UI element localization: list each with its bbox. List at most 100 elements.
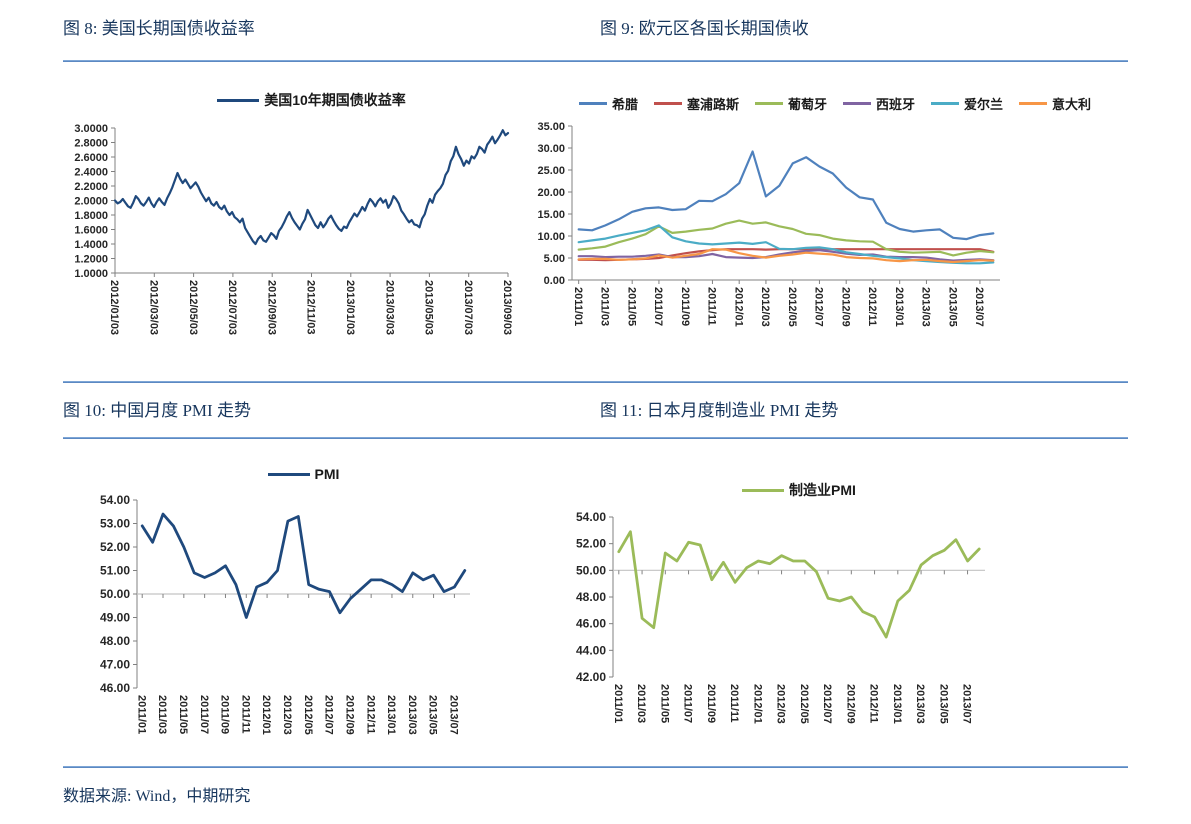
legend-item: 西班牙 [843,94,915,113]
divider-footer [63,766,1128,768]
x-tick-label: 2012/09 [343,695,355,735]
figure-10-title: 图 10: 中国月度 PMI 走势 [63,401,251,420]
y-tick-label: 50.00 [576,563,606,577]
chart-china-pmi-block: PMI 54.00 53.00 52.00 51.00 50.00 49.00 48.00 4… [63,460,503,760]
y-tick-label: 48.00 [100,634,130,648]
divider-top [63,60,1128,62]
legend-line-swatch [267,472,310,476]
x-tick-label: 2013/03 [920,287,932,327]
series-line-制造业PMI [617,530,981,639]
x-tick-label: 2011/07 [198,695,210,734]
y-tick-label: 1.6000 [74,225,108,237]
legend-item: PMI [267,466,340,482]
y-tick-label: 10.00 [537,231,565,243]
y-tick-label: 47.00 [100,658,130,672]
chart-eurozone-plot: 35.00 30.00 25.00 20.00 15.00 10.00 5.00 0.00 20… [537,121,1000,327]
y-tick-label: 46.00 [576,617,606,631]
data-source-note: 数据来源: Wind，中期研究 [63,788,251,805]
x-tick-label: 2012/05 [302,695,314,735]
legend-line-swatch [1019,102,1048,105]
x-tick-label: 2011/03 [599,287,611,326]
y-tick-label: 1.4000 [74,239,108,251]
y-tick-label: 2.2000 [74,181,108,193]
x-tick-label: 2011/03 [156,695,168,734]
y-tick-label: 54.00 [576,510,606,524]
legend-label: 美国10年期国债收益率 [264,92,406,108]
chart-japan-pmi-plot: 54.00 52.00 50.00 48.00 46.00 44.00 42.00 2011/… [576,510,985,724]
x-tick-label: 2012/01 [751,684,763,724]
series-line-PMI [140,512,467,619]
legend-label: 葡萄牙 [787,97,827,112]
legend-label: 塞浦路斯 [686,97,739,112]
chart-japan-pmi-block: 制造业PMI 54.00 52.00 50.00 48.00 46.00 44.00 42.… [560,460,1000,760]
legend-line-swatch [742,488,785,492]
legend-item: 意大利 [1019,94,1091,113]
legend-line-swatch [578,102,607,105]
x-tick-label: 2012/05 [798,684,810,724]
y-tick-label: 1.0000 [74,268,108,280]
x-tick-label: 2013/05 [946,287,958,327]
x-tick-label: 2012/05/03 [187,280,199,335]
chart-china-pmi-plot: 54.00 53.00 52.00 51.00 50.00 49.00 48.00 47.00… [100,493,470,735]
legend-label: 意大利 [1052,97,1092,112]
x-tick-label: 2012/03 [775,684,787,724]
x-tick-label: 2011/01 [572,287,584,326]
legend-item: 葡萄牙 [754,94,827,113]
x-tick-label: 2011/05 [177,695,189,734]
figure-9-title: 图 9: 欧元区各国长期国债收 [600,19,809,38]
y-tick-label: 2.8000 [74,138,108,150]
x-tick-label: 2013/05 [937,684,949,724]
y-tick-label: 15.00 [537,209,565,221]
y-tick-label: 25.00 [537,165,565,177]
x-tick-label: 2013/09/03 [501,280,513,335]
x-tick-label: 2012/09 [839,287,851,327]
x-tick-label: 2012/11 [364,695,376,734]
x-tick-label: 2011/01 [612,684,624,723]
x-tick-label: 2013/03 [406,695,418,735]
x-tick-label: 2012/01/03 [108,280,120,335]
legend-item: 希腊 [578,94,638,113]
y-tick-label: 20.00 [537,187,565,199]
x-tick-label: 2013/07 [448,695,460,735]
legend-label: 制造业PMI [789,482,856,498]
x-tick-label: 2013/07 [973,287,985,327]
y-tick-label: 1.2000 [74,254,108,266]
legend-line-swatch [217,98,260,102]
legend-label: 希腊 [611,97,638,112]
y-tick-label: 1.8000 [74,210,108,222]
x-tick-label: 2012/05 [786,287,798,327]
legend-label: PMI [314,466,340,482]
x-tick-label: 2011/03 [635,684,647,723]
figure-8-title: 图 8: 美国长期国债收益率 [63,19,255,38]
x-tick-label: 2011/05 [658,684,670,723]
chart-eurozone-block: 希腊 塞浦路斯 葡萄牙 西班牙 爱尔兰 意大利 35.00 30.00 25.00 20.00 1… [520,88,1130,378]
x-tick-label: 2012/03 [281,695,293,735]
figure-11-title: 图 11: 日本月度制造业 PMI 走势 [600,401,839,420]
x-tick-label: 2013/05/03 [423,280,435,335]
legend-line-swatch [843,102,871,105]
x-tick-label: 2013/03 [914,684,926,724]
x-tick-label: 2011/11 [239,695,251,734]
x-tick-label: 2013/01 [891,684,903,724]
x-tick-label: 2013/01/03 [344,280,356,335]
y-tick-label: 5.00 [544,253,565,265]
x-tick-label: 2012/01 [260,695,272,735]
legend-item: 美国10年期国债收益率 [217,90,406,110]
x-tick-label: 2012/07/03 [226,280,238,335]
legend-line-swatch [754,102,783,105]
y-tick-label: 30.00 [537,143,565,155]
y-tick-label: 50.00 [100,587,130,601]
x-tick-label: 2013/01 [893,287,905,327]
x-tick-label: 2012/09/03 [265,280,277,335]
x-tick-label: 2011/09 [219,695,231,734]
y-tick-label: 49.00 [100,611,130,625]
series-line-美国10年期国债收益率 [113,129,510,246]
y-tick-label: 52.00 [100,540,130,554]
x-tick-label: 2013/01 [385,695,397,735]
chart-eurozone-legend: 希腊 塞浦路斯 葡萄牙 西班牙 爱尔兰 意大利 [540,94,1130,113]
legend-label: 西班牙 [876,97,916,112]
x-tick-label: 2013/05 [427,695,439,735]
y-tick-label: 54.00 [100,493,130,507]
divider-row2-top [63,437,1128,439]
legend-line-swatch [931,102,960,105]
